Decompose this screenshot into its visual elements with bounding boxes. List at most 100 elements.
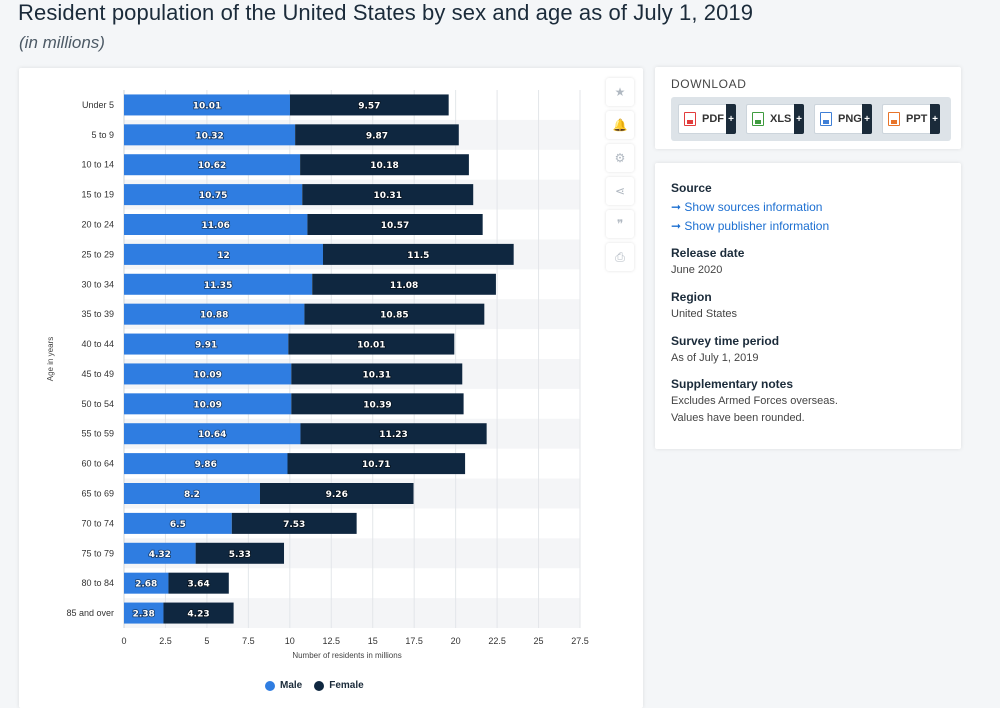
x-tick-label: 2.5: [159, 636, 172, 646]
bar-value-label: 10.62: [198, 161, 226, 171]
bar-value-label: 10.88: [200, 311, 228, 321]
bell-icon: 🔔: [612, 118, 628, 132]
x-tick-label: 10: [285, 636, 295, 646]
download-ppt-label: PPT: [906, 113, 928, 125]
category-label: 5 to 9: [91, 130, 114, 140]
x-tick-label: 17.5: [405, 636, 423, 646]
bar-female: [295, 124, 459, 146]
download-pdf-label: PDF: [702, 113, 724, 125]
category-label: 45 to 49: [81, 369, 114, 379]
ppt-file-icon: [888, 112, 900, 126]
bar-female: [163, 602, 234, 624]
legend-dot-male: [265, 680, 275, 691]
legend-dot-female: [314, 680, 325, 691]
category-label: 65 to 69: [81, 489, 114, 499]
category-label: 70 to 74: [81, 518, 114, 528]
print-button[interactable]: ⎙: [606, 243, 634, 271]
bar-value-label: 7.53: [283, 520, 305, 530]
category-label: 30 to 34: [81, 279, 114, 289]
bar-female: [302, 184, 474, 206]
quote-icon: ❞: [616, 217, 624, 231]
category-label: 25 to 29: [81, 249, 114, 259]
download-xls-label: XLS: [770, 113, 792, 125]
download-xls-button[interactable]: XLS +: [746, 104, 804, 134]
category-label: 85 and over: [66, 608, 114, 618]
bar-value-label: 10.39: [363, 400, 391, 410]
settings-button[interactable]: ⚙: [606, 144, 634, 172]
download-buttons: PDF + XLS + PNG + PPT +: [671, 97, 951, 141]
download-ppt-plus-icon: +: [930, 104, 940, 134]
x-tick-label: 25: [534, 636, 544, 646]
download-png-button[interactable]: PNG +: [814, 104, 872, 134]
category-label: 80 to 84: [81, 578, 114, 588]
download-title: DOWNLOAD: [671, 77, 747, 91]
category-label: 10 to 14: [81, 160, 114, 170]
bar-male: [124, 94, 290, 116]
bar-value-label: 10.18: [370, 161, 398, 171]
legend-label-female: Female: [329, 680, 364, 691]
download-pdf-button[interactable]: PDF +: [678, 104, 736, 134]
bar-female: [307, 214, 483, 235]
bar-value-label: 10.32: [195, 131, 223, 141]
bar-female: [289, 94, 449, 116]
bar-value-label: 8.2: [184, 490, 200, 500]
bar-male: [124, 512, 232, 534]
release-date-value: June 2020: [671, 264, 723, 276]
supplementary-notes-line-2: Values have been rounded.: [671, 412, 805, 424]
bar-value-label: 11.06: [201, 221, 229, 231]
bar-female: [322, 243, 514, 265]
bar-female: [312, 273, 496, 295]
source-heading: Source: [671, 181, 712, 195]
supplementary-notes-heading: Supplementary notes: [671, 377, 794, 391]
bar-male: [124, 602, 164, 624]
cite-button[interactable]: ❞: [606, 210, 634, 238]
bar-female: [195, 542, 285, 564]
category-label: 50 to 54: [81, 399, 114, 409]
chart-legend: Male Female: [265, 680, 364, 691]
x-tick-label: 5: [204, 636, 209, 646]
bar-male: [124, 453, 288, 475]
download-ppt-button[interactable]: PPT +: [882, 104, 940, 134]
bar-value-label: 6.5: [170, 520, 186, 530]
legend-item-male[interactable]: Male: [265, 680, 302, 691]
bar-value-label: 10.09: [193, 370, 221, 380]
release-date-heading: Release date: [671, 246, 745, 260]
favorite-button[interactable]: ★: [606, 78, 634, 106]
bar-male: [124, 393, 292, 415]
show-publisher-link[interactable]: ➞ Show publisher information: [671, 219, 830, 233]
bar-value-label: 3.64: [188, 580, 210, 590]
page-title: Resident population of the United States…: [18, 0, 754, 25]
show-sources-link[interactable]: ➞ Show sources information: [671, 200, 823, 214]
bar-value-label: 10.64: [198, 430, 226, 440]
bar-value-label: 5.33: [229, 550, 251, 560]
page-subtitle: (in millions): [19, 33, 105, 52]
bar-female: [287, 453, 466, 475]
printer-icon: ⎙: [615, 249, 625, 264]
bar-value-label: 4.32: [149, 550, 171, 560]
bar-value-label: 9.26: [326, 490, 348, 500]
bar-value-label: 9.57: [358, 101, 380, 111]
bar-male: [124, 243, 323, 265]
legend-label-male: Male: [280, 680, 303, 691]
bar-female: [259, 483, 414, 504]
bar-male: [124, 214, 308, 235]
download-png-plus-icon: +: [862, 104, 872, 134]
bar-female: [168, 572, 229, 594]
bar-value-label: 2.68: [135, 580, 157, 590]
bar-female: [304, 303, 485, 325]
bar-value-label: 12: [217, 251, 230, 261]
bar-value-label: 11.35: [204, 281, 232, 291]
notify-button[interactable]: 🔔: [606, 111, 634, 139]
legend-item-female[interactable]: Female: [314, 680, 364, 691]
x-tick-label: 12.5: [323, 636, 341, 646]
bar-female: [288, 333, 455, 355]
share-button[interactable]: ⋖: [606, 177, 634, 205]
star-icon: ★: [614, 85, 626, 99]
bar-male: [124, 483, 260, 504]
category-label: 40 to 44: [81, 339, 114, 349]
region-value: United States: [671, 308, 738, 320]
bar-value-label: 11.5: [407, 251, 429, 261]
bar-male: [124, 154, 301, 176]
category-label: 35 to 39: [81, 309, 114, 319]
x-tick-label: 27.5: [571, 636, 589, 646]
